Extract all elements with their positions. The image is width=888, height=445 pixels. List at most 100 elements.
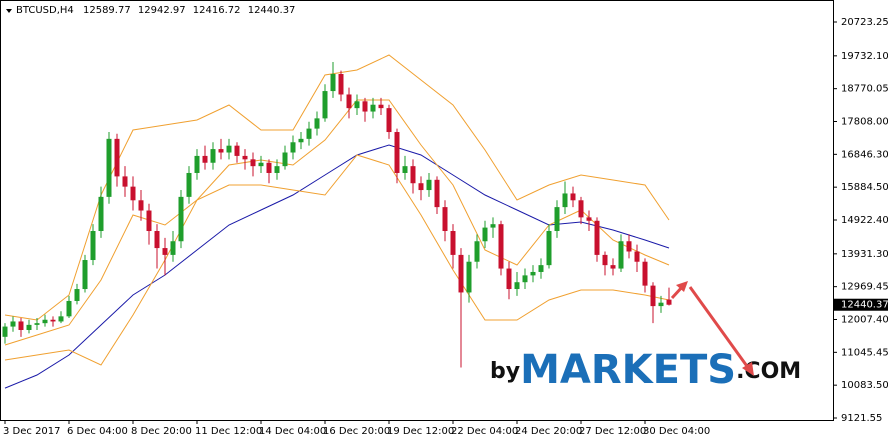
candle-body [162,248,168,255]
candle-body [466,261,472,293]
candle-body [146,210,152,232]
candle-body [538,265,544,272]
candle-body [346,94,352,109]
candle-body [482,227,488,242]
candle-body [578,200,584,218]
candle-body [250,159,256,167]
candle-body [650,285,656,307]
candle-body [626,241,632,252]
menu-icon[interactable] [6,9,12,13]
y-tick-label: 15884.50 [841,182,888,193]
candle-body [354,101,360,109]
y-tick-label: 10083.50 [841,380,888,391]
candle-body [586,217,592,221]
candle-body [554,207,560,232]
x-tick-label: 16 Dec 20:00 [323,426,390,437]
marks [2,54,672,389]
x-tick-label: 14 Dec 04:00 [259,426,326,437]
candle-body [490,224,496,228]
candle-body [290,142,296,153]
y-tick-label: 11045.45 [841,347,888,358]
candle-body [258,162,264,167]
candle-body [498,224,504,269]
candle-body [202,155,208,163]
candle-body [530,271,536,276]
x-tick-label: 19 Dec 12:00 [387,426,454,437]
x-tick-label: 27 Dec 12:00 [579,426,646,437]
watermark-brand: MARKETS [520,347,736,393]
watermark-suffix: .COM [736,359,801,384]
candle-body [90,231,96,261]
candle-body [418,183,424,191]
candle-body [426,179,432,191]
x-tick-label: 24 Dec 20:00 [515,426,582,437]
arrow-down [688,286,751,370]
candle-body [330,73,336,92]
y-tick-label: 19732.10 [841,51,888,62]
y-tick-label: 18770.05 [841,84,888,95]
candle-body [106,138,112,197]
watermark-by: by [490,359,520,384]
x-tick-label: 8 Dec 20:00 [131,426,192,437]
candle-body [218,149,224,153]
candle-body [634,251,640,262]
y-tick-label: 16846.30 [841,149,888,160]
x-tick-label: 6 Dec 04:00 [67,426,128,437]
candle-body [570,193,576,201]
candle-body [18,321,24,330]
candle-body [314,118,320,129]
candle-body [170,241,176,255]
candle-body [602,254,608,266]
indicator-line [4,144,670,389]
candle-body [42,319,48,324]
candle-body [26,324,32,330]
candle-body [282,152,288,167]
candle-body [74,289,80,301]
candle-body [34,323,40,325]
candle-body [130,186,136,201]
candle-body [186,172,192,197]
candle-body [322,91,328,119]
candle-body [50,319,56,322]
watermark: byMARKETS.COM [490,347,801,393]
candle-body [394,132,400,173]
candle-body [370,104,376,112]
candle-body [98,196,104,232]
candle-body [514,282,520,290]
candle-body [522,275,528,283]
candle-body [242,155,248,160]
candle-body [194,155,200,173]
candle-body [410,166,416,184]
candle-body [594,220,600,255]
candle-body [10,321,16,327]
candle-body [298,138,304,143]
candle-body [386,108,392,133]
candle-body [362,101,368,112]
candle-body [234,145,240,156]
candle-body [562,193,568,208]
candle-body [450,231,456,255]
price-tag [834,298,888,311]
indicator-line [4,99,670,346]
candle-body [114,138,120,177]
candle-body [306,128,312,139]
candle-body [66,300,72,317]
candle-body [458,254,464,293]
x-tick-label: 22 Dec 04:00 [451,426,518,437]
arrow-head [742,362,754,376]
candle-body [402,166,408,173]
candle-body [434,179,440,208]
y-tick-label: 12007.40 [841,315,888,326]
candle-body [154,231,160,249]
candle-body [2,326,8,337]
indicator-line [4,154,670,366]
candle-body [178,196,184,242]
y-tick-label: 13931.30 [841,249,888,260]
chart-header: BTCUSD,H4 12589.77 12942.97 12416.72 124… [16,5,295,16]
y-tick-label: 12969.45 [841,282,888,293]
y-tick-label: 9121.55 [841,413,882,424]
x-tick-label: 11 Dec 12:00 [195,426,262,437]
candle-body [274,166,280,173]
